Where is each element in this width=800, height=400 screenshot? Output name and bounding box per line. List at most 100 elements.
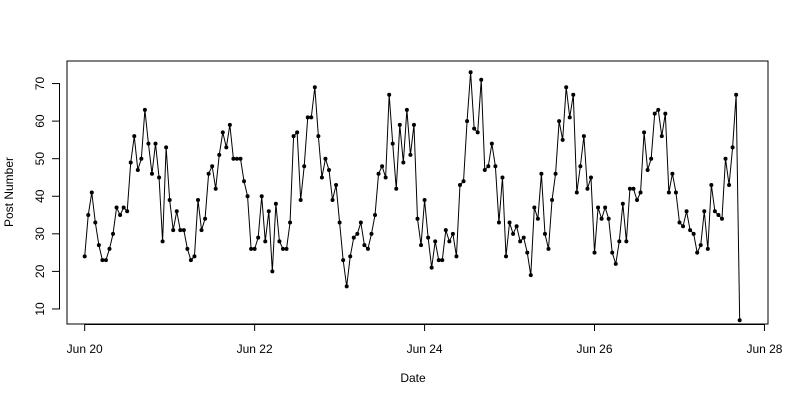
data-point [298,198,303,203]
data-point [107,246,112,251]
data-point [681,224,686,229]
data-point [511,231,516,236]
data-point [599,216,604,221]
data-point [454,254,459,259]
data-point [277,239,282,244]
series-line [84,71,741,321]
x-tick-label: Jun 28 [746,342,782,356]
data-point [613,261,618,266]
data-point [174,209,179,214]
data-point [596,205,601,210]
data-point [358,220,363,225]
data-point [624,239,629,244]
data-point [507,220,512,225]
data-point [206,171,211,176]
data-point [242,179,247,184]
data-point [525,250,530,255]
data-point [659,134,664,139]
data-point [528,273,533,278]
data-point [373,213,378,218]
y-tick-label: 70 [33,77,47,91]
data-point [259,194,264,199]
data-point [730,145,735,150]
data-point [677,220,682,225]
data-point [408,152,413,157]
data-point [164,145,169,150]
data-point [603,205,608,210]
data-point [500,175,505,180]
data-point [397,122,402,127]
data-point [348,254,353,259]
data-point [557,119,562,124]
data-point [234,156,239,161]
data-point [504,254,509,259]
data-point [486,164,491,169]
data-point [578,164,583,169]
y-axis: 10 20 30 40 50 60 70 [33,77,60,316]
x-tick-label: Jun 20 [67,342,103,356]
data-point [737,318,742,323]
data-point [252,246,257,251]
data-point [337,220,342,225]
data-point [132,134,137,139]
data-point [344,284,349,289]
data-point [316,134,321,139]
data-point [688,228,693,233]
data-point [224,145,229,150]
data-point [149,171,154,176]
data-point [280,246,285,251]
data-point [118,213,123,218]
data-point [220,130,225,135]
data-point [369,231,374,236]
data-point [157,175,162,180]
data-point [288,220,293,225]
data-point [139,156,144,161]
data-point [273,201,278,206]
data-point [468,70,473,75]
data-point [415,216,420,221]
data-point [96,243,101,248]
data-point [103,258,108,263]
data-point [185,246,190,251]
data-point [702,209,707,214]
data-point [695,250,700,255]
data-point [479,77,484,82]
data-point [142,107,147,112]
data-point [666,190,671,195]
data-point [546,246,551,251]
data-point [645,167,650,172]
data-point [217,152,222,157]
data-point [380,164,385,169]
data-point [270,269,275,274]
data-point [571,92,576,97]
data-point [489,141,494,146]
x-tick-label: Jun 26 [577,342,613,356]
data-point [663,111,668,116]
data-point [567,115,572,120]
data-point [302,164,307,169]
data-point [426,235,431,240]
data-point [203,216,208,221]
data-point [684,209,689,214]
data-point [712,209,717,214]
data-point [627,186,632,191]
data-point [496,220,501,225]
data-point [330,198,335,203]
data-point [125,209,130,214]
data-point [535,216,540,221]
data-point [419,243,424,248]
data-point [518,239,523,244]
data-point [341,258,346,263]
data-point [153,141,158,146]
data-point [716,213,721,218]
data-point [457,182,462,187]
data-point [394,186,399,191]
data-point [93,220,98,225]
data-point [553,171,558,176]
data-point [387,92,392,97]
data-point [620,201,625,206]
data-point [564,85,569,90]
data-point [181,228,186,233]
data-point [86,213,91,218]
data-point [560,137,565,142]
